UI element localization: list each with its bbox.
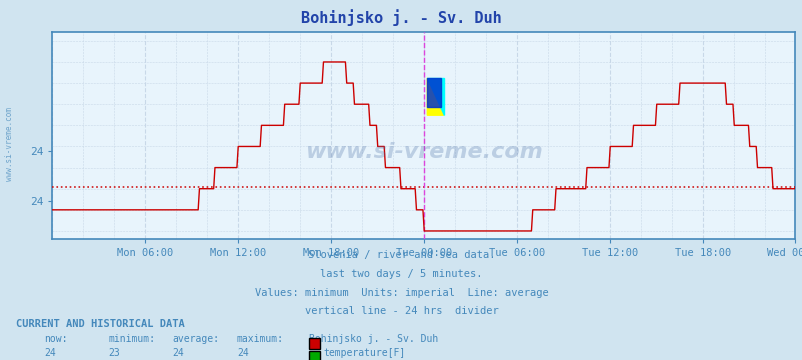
Text: Bohinjsko j. - Sv. Duh: Bohinjsko j. - Sv. Duh [309,334,438,344]
Polygon shape [427,78,443,115]
Text: Slovenia / river and sea data.: Slovenia / river and sea data. [307,250,495,260]
Text: 24: 24 [172,348,184,358]
Text: CURRENT AND HISTORICAL DATA: CURRENT AND HISTORICAL DATA [16,319,184,329]
Text: Values: minimum  Units: imperial  Line: average: Values: minimum Units: imperial Line: av… [254,288,548,298]
Text: maximum:: maximum: [237,334,284,344]
Text: 24: 24 [237,348,249,358]
Text: 24: 24 [44,348,56,358]
Text: www.si-vreme.com: www.si-vreme.com [304,143,542,162]
Text: minimum:: minimum: [108,334,156,344]
Text: www.si-vreme.com: www.si-vreme.com [5,107,14,181]
Polygon shape [427,78,440,107]
Polygon shape [427,78,443,115]
Text: vertical line - 24 hrs  divider: vertical line - 24 hrs divider [304,306,498,316]
Text: Bohinjsko j. - Sv. Duh: Bohinjsko j. - Sv. Duh [301,9,501,26]
Text: temperature[F]: temperature[F] [323,348,405,358]
Text: last two days / 5 minutes.: last two days / 5 minutes. [320,269,482,279]
Text: 23: 23 [108,348,120,358]
Text: average:: average: [172,334,220,344]
Text: now:: now: [44,334,67,344]
